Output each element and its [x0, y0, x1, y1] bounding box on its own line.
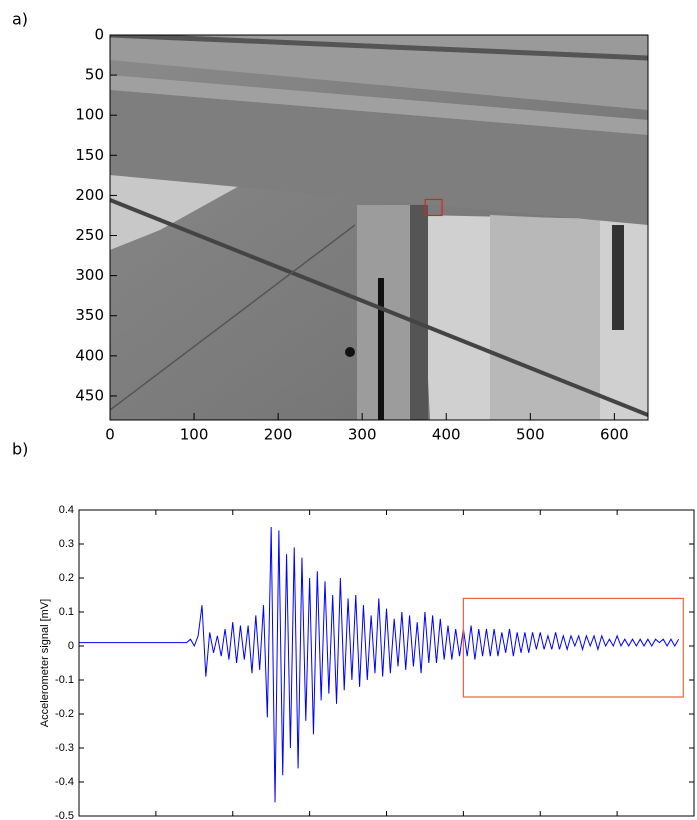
y-tick-label: 50 [85, 66, 104, 84]
panel-b: b)Time [s]Accelerometer signal [mV]00.51… [12, 440, 697, 820]
y-tick-label: -0.1 [55, 674, 74, 686]
photo [110, 35, 648, 420]
x-tick-label: 0 [105, 426, 115, 444]
y-tick-label: 0 [68, 640, 74, 652]
y-tick-label: 300 [75, 266, 104, 284]
y-tick-label: -0.2 [55, 708, 74, 720]
x-tick-label: 200 [264, 426, 293, 444]
y-tick-label: 250 [75, 226, 104, 244]
y-axis-label: Accelerometer signal [mV] [39, 599, 51, 727]
highlight-box [424, 198, 443, 217]
x-tick-label: 600 [600, 426, 629, 444]
y-tick-label: 350 [75, 306, 104, 324]
x-tick-label: 500 [516, 426, 545, 444]
y-tick-label: -0.4 [55, 776, 74, 788]
y-tick-label: 100 [75, 106, 104, 124]
y-tick-label: 200 [75, 186, 104, 204]
y-tick-label: 0.2 [59, 572, 74, 584]
panel-label: b) [12, 440, 28, 459]
y-tick-label: 150 [75, 146, 104, 164]
x-tick-label: 300 [348, 426, 377, 444]
highlight-box [462, 597, 684, 698]
y-tick-label: 0.3 [59, 538, 74, 550]
y-tick-label: 0 [94, 26, 104, 44]
axes-box [78, 509, 695, 817]
y-tick-label: 0.4 [59, 504, 74, 516]
panel-a: a) 0 100 200 300 400 500 600 0 50 100 150 200 250 300 3… [12, 10, 649, 444]
y-tick-label: 400 [75, 346, 104, 364]
signal-line [79, 526, 680, 803]
y-tick-label: -0.5 [55, 810, 74, 820]
x-tick-label: 400 [432, 426, 461, 444]
panel-label: a) [12, 10, 28, 29]
x-tick-label: 100 [180, 426, 209, 444]
y-tick-label: 0.1 [59, 606, 74, 618]
y-tick-label: -0.3 [55, 742, 74, 754]
y-tick-label: 450 [75, 386, 104, 404]
axes-box [109, 34, 649, 421]
